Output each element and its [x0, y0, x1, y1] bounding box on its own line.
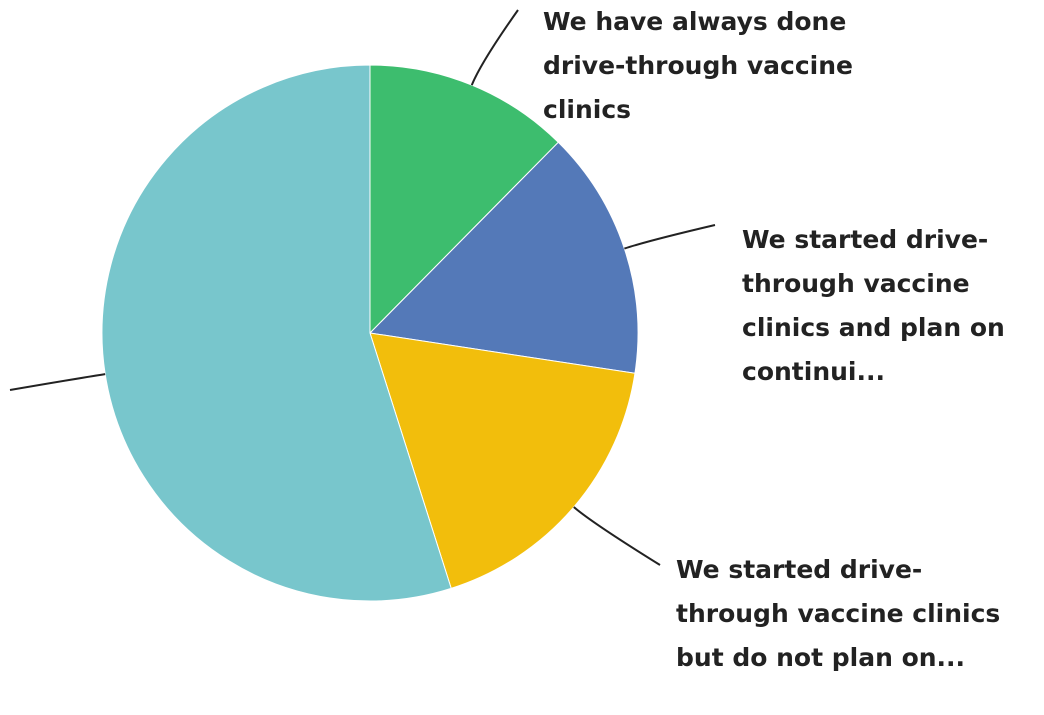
pie-slice	[368, 141, 639, 374]
slice-label: We started drive-through vaccine clinics…	[676, 555, 1001, 672]
slice-label: We started drive-through vaccine clinics…	[742, 225, 1005, 386]
pie-slice	[369, 332, 636, 590]
slice-label: We have always done drive-through vaccin…	[543, 7, 853, 124]
leader-line	[573, 506, 661, 566]
leader-line	[624, 224, 716, 250]
leader-line	[9, 373, 106, 391]
leader-line	[470, 9, 519, 86]
